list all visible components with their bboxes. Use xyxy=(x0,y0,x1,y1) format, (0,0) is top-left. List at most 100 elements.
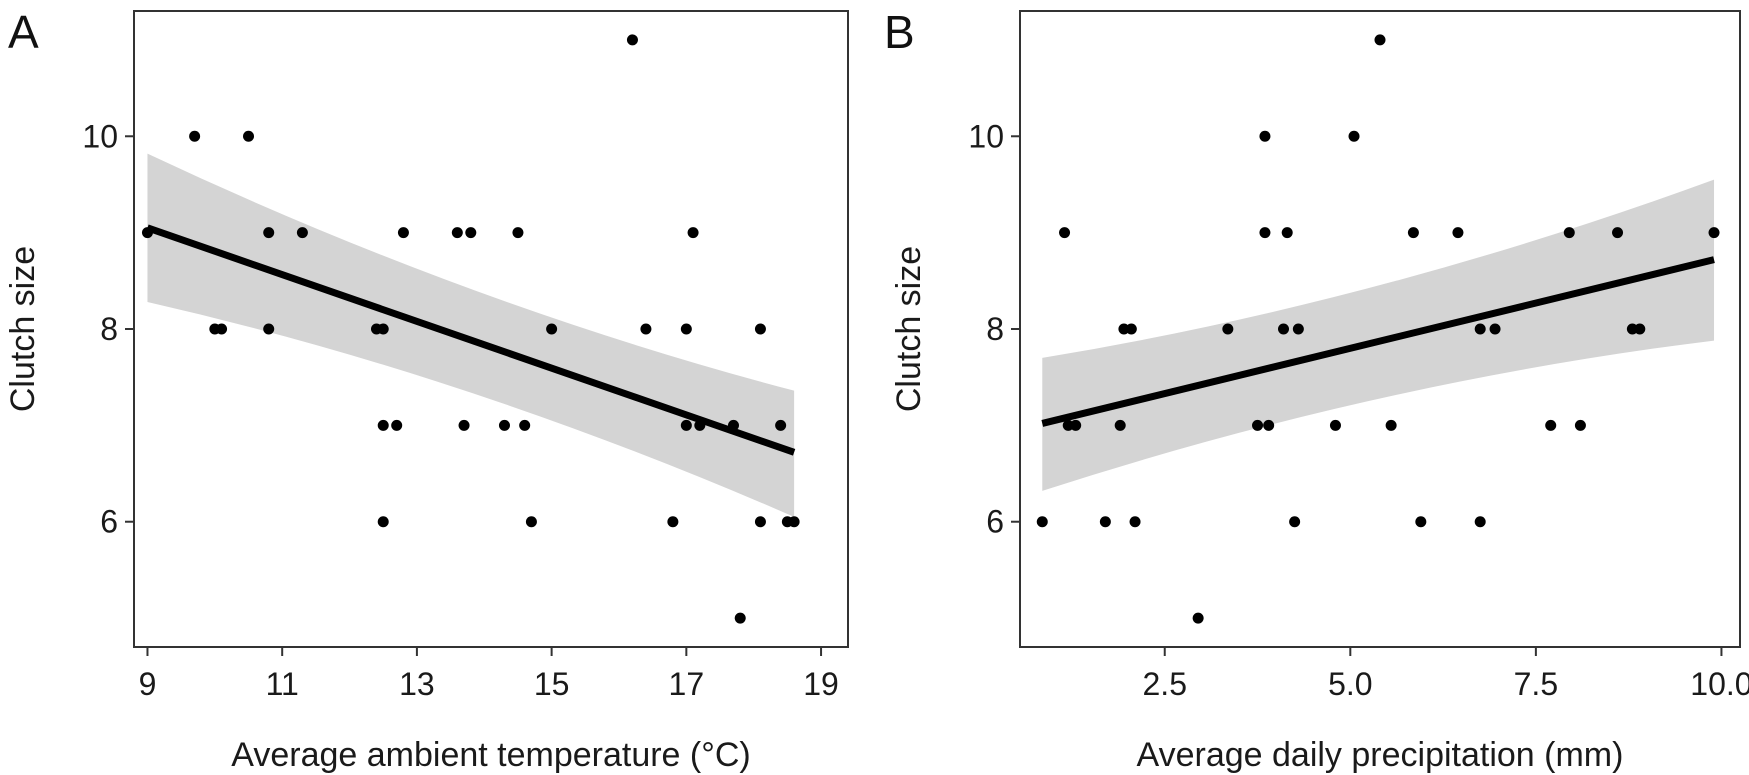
panel-a-ci-band xyxy=(147,153,795,517)
panel-b-data-point xyxy=(1545,419,1557,431)
panel-b-y-tick-label: 8 xyxy=(986,311,1004,347)
panel-a-fit-line xyxy=(146,224,796,456)
panel-b-letter: B xyxy=(884,6,915,58)
panel-a-data-point xyxy=(377,323,389,335)
panel-a-data-point xyxy=(296,227,308,239)
panel-a-x-tick-label: 9 xyxy=(139,666,157,702)
panel-b-data-point xyxy=(1329,419,1341,431)
panel-b-data-point xyxy=(1452,227,1464,239)
panel-a-data-point xyxy=(775,419,787,431)
panel-b-data-point xyxy=(1474,516,1486,528)
panel-a-data-point xyxy=(189,130,201,142)
panel-a-y-tick-label: 10 xyxy=(82,118,118,154)
panel-a-data-point xyxy=(680,323,692,335)
panel-b-fit-group xyxy=(1041,256,1715,427)
panel-a-data-point xyxy=(694,419,706,431)
panel-a-data-point xyxy=(754,323,766,335)
panel-b-x-tick-label: 2.5 xyxy=(1143,666,1187,702)
panel-a-data-point xyxy=(377,516,389,528)
panel-a-y-tick-label: 8 xyxy=(100,311,118,347)
panel-b-data-point xyxy=(1385,419,1397,431)
panel-a-data-point xyxy=(788,516,800,528)
panel-a-x-tick-label: 11 xyxy=(266,666,299,702)
panel-b-data-point xyxy=(1252,419,1264,431)
panel-b-data-point xyxy=(1099,516,1111,528)
panel-b-y-tick-label: 10 xyxy=(968,118,1004,154)
panel-a-data-point xyxy=(754,516,766,528)
panel-a-data-point xyxy=(727,419,739,431)
panel-a-data-point xyxy=(687,227,699,239)
panel-a-data-point xyxy=(680,419,692,431)
panel-b-data-point xyxy=(1259,227,1271,239)
panel-b-data-point xyxy=(1415,516,1427,528)
panel-a-data-point xyxy=(141,227,153,239)
panel-a-data-point xyxy=(216,323,228,335)
panel-a-data-point xyxy=(626,34,638,46)
panel-b-y-tick-label: 6 xyxy=(986,504,1004,540)
panel-b-fit-line xyxy=(1041,256,1715,427)
panel-a-y-axis-title: Clutch size xyxy=(4,246,42,412)
panel-a-data-point xyxy=(498,419,510,431)
panel-a-points xyxy=(141,34,800,624)
panel-b-data-point xyxy=(1263,419,1275,431)
panel-b-data-point xyxy=(1708,227,1720,239)
panel-b-ci-band xyxy=(1042,179,1715,491)
panel-a-data-point xyxy=(391,419,403,431)
panel-a-data-point xyxy=(243,130,255,142)
panel-a-data-point xyxy=(377,419,389,431)
panel-b-data-point xyxy=(1289,516,1301,528)
panel-a-data-point xyxy=(734,612,746,624)
panel-a-fit-group xyxy=(146,224,796,456)
panel-a-data-point xyxy=(458,419,470,431)
panel-b-x-tick-label: 7.5 xyxy=(1514,666,1558,702)
panel-a-y-tick-label: 6 xyxy=(100,504,118,540)
panel-b-data-point xyxy=(1634,323,1646,335)
panel-b-data-point xyxy=(1259,130,1271,142)
panel-a-data-point xyxy=(263,323,275,335)
panel-a-y-ticks: 6 8 10 xyxy=(82,118,134,540)
panel-b-data-point xyxy=(1125,323,1137,335)
panel-b-data-point xyxy=(1563,227,1575,239)
panel-b-data-point xyxy=(1281,227,1293,239)
panel-b-data-point xyxy=(1070,419,1082,431)
panel-b-points xyxy=(1036,34,1720,624)
panel-a-x-tick-label: 13 xyxy=(399,666,435,702)
panel-b-y-ticks: 6 8 10 xyxy=(968,118,1020,540)
panel-b-data-point xyxy=(1036,516,1048,528)
panel-a-x-tick-label: 15 xyxy=(534,666,570,702)
panel-b-data-point xyxy=(1278,323,1290,335)
panel-b: B 6 8 10 2.5 5.0 7.5 10.0 Average daily preci… xyxy=(884,6,1749,774)
panel-a-data-point xyxy=(397,227,409,239)
panel-a-x-ticks: 9 11 13 15 17 19 xyxy=(139,647,839,702)
panel-a: A 6 8 10 9 11 13 15 17 19 Average ambient tempe… xyxy=(4,6,849,774)
panel-a-letter: A xyxy=(8,6,39,58)
panel-a-data-point xyxy=(640,323,652,335)
panel-b-x-tick-label: 10.0 xyxy=(1690,666,1749,702)
panel-a-ci-band-group xyxy=(147,153,795,517)
panel-b-data-point xyxy=(1059,227,1071,239)
panel-a-x-axis-title: Average ambient temperature (°C) xyxy=(231,736,750,774)
panel-a-data-point xyxy=(546,323,558,335)
panel-a-data-point xyxy=(525,516,537,528)
panel-a-data-point xyxy=(465,227,477,239)
panel-a-data-point xyxy=(512,227,524,239)
panel-a-x-tick-label: 19 xyxy=(803,666,839,702)
panel-b-data-point xyxy=(1407,227,1419,239)
panel-b-data-point xyxy=(1374,34,1386,46)
panel-a-x-tick-label: 17 xyxy=(669,666,705,702)
panel-b-x-ticks: 2.5 5.0 7.5 10.0 xyxy=(1143,647,1749,702)
panel-b-data-point xyxy=(1222,323,1234,335)
panel-b-x-axis-title: Average daily precipitation (mm) xyxy=(1137,736,1624,774)
panel-b-ci-band-group xyxy=(1042,179,1715,491)
panel-a-data-point xyxy=(263,227,275,239)
panel-b-data-point xyxy=(1612,227,1624,239)
panel-b-data-point xyxy=(1348,130,1360,142)
panel-b-y-axis-title: Clutch size xyxy=(890,246,928,412)
panel-a-data-point xyxy=(667,516,679,528)
panel-a-data-point xyxy=(451,227,463,239)
panel-b-data-point xyxy=(1192,612,1204,624)
panel-b-data-point xyxy=(1574,419,1586,431)
panel-b-data-point xyxy=(1292,323,1304,335)
panel-b-data-point xyxy=(1474,323,1486,335)
